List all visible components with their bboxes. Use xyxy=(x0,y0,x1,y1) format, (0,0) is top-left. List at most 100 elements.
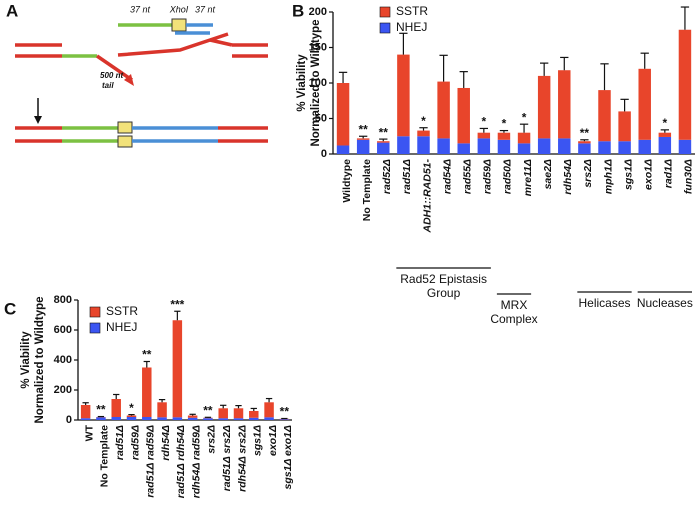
significance: * xyxy=(481,115,486,129)
error-bar xyxy=(143,360,150,368)
significance: ** xyxy=(379,125,389,139)
bar-segment xyxy=(457,87,470,144)
bar-segment xyxy=(578,141,591,144)
bar-segment xyxy=(111,399,121,417)
error-bar xyxy=(82,402,89,405)
bar-segment xyxy=(377,141,390,143)
error-bar xyxy=(158,399,166,403)
bar-segment xyxy=(598,141,611,154)
significance: * xyxy=(522,110,527,124)
error-bar xyxy=(640,52,649,69)
x-tick-label: mph1Δ xyxy=(602,159,614,194)
significance: ** xyxy=(203,403,213,417)
x-tick-label: rad59Δ xyxy=(482,159,494,194)
error-bar xyxy=(220,404,227,409)
panel-a: A 37 nt XhoI 37 nt 500 nt tail xyxy=(6,1,268,148)
bar-segment xyxy=(678,139,692,154)
legend-label: NHEJ xyxy=(396,20,427,34)
error-bar xyxy=(338,71,348,83)
y-axis-label: Normalized to Wildtype xyxy=(34,296,46,423)
significance: ** xyxy=(96,403,106,417)
bar-segment xyxy=(80,418,91,420)
error-bar xyxy=(235,405,242,409)
x-tick-label: No Template xyxy=(99,425,111,487)
bar-segment xyxy=(218,408,228,419)
group-label: Complex xyxy=(490,312,537,326)
x-tick-label: Wildtype xyxy=(341,159,353,203)
bar-segment xyxy=(126,417,137,420)
x-tick-label: No Template xyxy=(361,159,373,221)
error-bar xyxy=(680,6,690,30)
significance: * xyxy=(502,117,507,131)
bar-segment xyxy=(264,402,274,418)
bar-segment xyxy=(517,143,531,154)
error-bar xyxy=(399,32,408,55)
error-bar xyxy=(174,310,181,321)
y-tick-label: 800 xyxy=(54,294,72,306)
bar-segment xyxy=(377,142,390,154)
x-tick-label: mre11Δ xyxy=(522,159,534,196)
x-tick-label: sgs1Δ exo1Δ xyxy=(282,425,294,490)
panel-label: C xyxy=(4,299,16,318)
tail xyxy=(117,32,229,57)
legend-label: SSTR xyxy=(396,4,428,18)
bar-segment xyxy=(249,417,259,420)
bar-segment xyxy=(187,415,198,418)
significance: * xyxy=(683,0,688,7)
error-bar xyxy=(620,98,629,112)
bar-segment xyxy=(336,145,350,154)
bar-segment xyxy=(356,139,370,154)
x-tick-label: rad1Δ xyxy=(663,159,675,188)
error-bar xyxy=(439,54,448,82)
dna xyxy=(209,38,233,47)
bar-segment xyxy=(477,132,491,139)
bar-segment xyxy=(477,138,491,154)
bar-segment xyxy=(96,417,106,420)
y-tick-label: 0 xyxy=(66,414,72,426)
bar-segment xyxy=(618,111,631,142)
site-label: XhoI xyxy=(169,4,189,14)
x-tick-label: sgs1Δ xyxy=(252,425,264,456)
error-bar xyxy=(250,407,257,411)
bar-segment xyxy=(142,417,152,420)
bar-segment xyxy=(437,138,450,154)
x-tick-label: sgs1Δ xyxy=(622,159,634,190)
legend-swatch xyxy=(89,322,101,334)
bar-segment xyxy=(558,138,571,154)
legend-swatch xyxy=(89,306,101,318)
error-bar xyxy=(540,62,549,76)
arrow-head xyxy=(124,74,134,86)
x-tick-label: rdh54Δ rad59Δ xyxy=(190,425,202,498)
legend-label: SSTR xyxy=(106,304,138,318)
x-tick-label: fun30Δ xyxy=(683,159,695,194)
x-tick-label: rad55Δ xyxy=(462,159,474,194)
error-bar xyxy=(560,56,569,71)
y-tick-label: 0 xyxy=(321,148,327,160)
bar-segment xyxy=(437,81,450,139)
tail xyxy=(96,54,133,82)
bar-segment xyxy=(264,417,274,420)
tail-label: tail xyxy=(102,81,114,90)
bar-segment xyxy=(172,320,183,418)
error-bar xyxy=(419,127,428,131)
y-tick-label: 150 xyxy=(309,41,327,53)
x-tick-label: rad52Δ xyxy=(381,159,393,194)
x-tick-label: srs2Δ xyxy=(582,159,594,188)
bar-segment xyxy=(80,405,91,419)
error-bar xyxy=(113,393,120,399)
bar-segment xyxy=(497,139,511,154)
x-tick-label: rdh54Δ srs2Δ xyxy=(236,425,248,492)
legend-swatch xyxy=(379,6,391,18)
bar-segment xyxy=(578,143,591,154)
x-tick-label: WT xyxy=(83,424,95,441)
bar-segment xyxy=(638,139,651,154)
bar-segment xyxy=(598,90,611,142)
xhoi-site xyxy=(117,135,133,148)
y-tick-label: 200 xyxy=(309,6,327,18)
error-bar xyxy=(580,139,589,142)
error-bar xyxy=(479,127,488,133)
bar-segment xyxy=(397,54,410,137)
x-tick-label: sae2Δ xyxy=(542,159,554,189)
group-label: Helicases xyxy=(578,296,630,310)
bar-segment xyxy=(417,136,430,154)
